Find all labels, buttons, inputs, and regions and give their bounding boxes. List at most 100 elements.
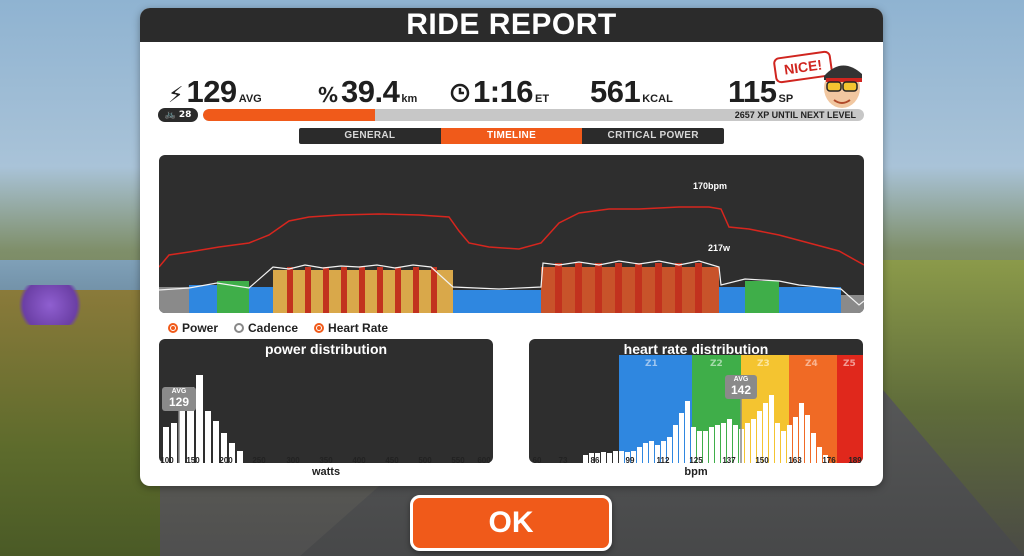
report-tabs: GENERAL TIMELINE CRITICAL POWER — [299, 128, 724, 144]
power-segment — [249, 287, 273, 313]
power-segment — [841, 295, 864, 313]
power-segment — [779, 287, 841, 313]
level-number: 28 — [178, 110, 192, 120]
power-x-axis-title: watts — [311, 466, 341, 478]
power-tick: 350 — [319, 456, 333, 465]
power-tick: 550 — [451, 456, 465, 465]
legend-cadence-label: Cadence — [248, 321, 299, 335]
background-field-left — [0, 290, 160, 556]
heart-rate-distribution-chart: heart rate distribution Z1 Z2 Z3 Z4 Z5 A… — [529, 339, 863, 463]
power-segment — [189, 285, 217, 313]
elapsed-time-value: 1:16 — [473, 74, 534, 109]
legend-cadence[interactable]: Cadence — [234, 321, 298, 335]
hr-distribution-title: heart rate distribution — [623, 341, 769, 357]
power-tick: 300 — [286, 456, 300, 465]
zone-label-z3: Z3 — [757, 359, 770, 369]
avg-power-value: 129 — [186, 74, 237, 109]
hr-tick: 137 — [722, 456, 736, 465]
timeline-chart: 170bpm 217w — [159, 155, 864, 313]
legend-power-label: Power — [182, 321, 219, 335]
power-tick: 400 — [352, 456, 366, 465]
hr-tick: 125 — [689, 456, 703, 465]
bike-icon: 🚲 — [164, 110, 176, 120]
cadence-line — [159, 260, 864, 306]
power-avg-label: AVG — [171, 388, 187, 395]
power-avg-badge — [162, 387, 196, 411]
xp-until-next-level: 2657 XP UNTIL NEXT LEVEL — [734, 110, 856, 120]
heart-rate-toggle-icon — [314, 323, 325, 333]
level-progress-row: 🚲 28 2657 XP UNTIL NEXT LEVEL — [158, 108, 864, 122]
calories-unit: KCAL — [642, 93, 673, 105]
distance-stat: % 39.4 km — [318, 74, 417, 110]
power-interval-spikes — [287, 263, 702, 313]
sport-points-unit: SP — [778, 93, 794, 105]
power-tick: 500 — [418, 456, 432, 465]
hr-tick: 60 — [532, 456, 542, 465]
power-segment — [541, 267, 719, 313]
hr-tick: 176 — [822, 456, 836, 465]
hr-tick: 163 — [788, 456, 802, 465]
tab-timeline[interactable]: TIMELINE — [440, 128, 583, 144]
zone-label-z2: Z2 — [710, 359, 723, 369]
power-tick: 100 — [160, 456, 174, 465]
zone-label-z1: Z1 — [645, 359, 658, 369]
zone-5-band — [837, 355, 863, 463]
timeline-svg — [159, 206, 864, 313]
hr-tick: 73 — [558, 456, 568, 465]
power-tick: 150 — [186, 456, 200, 465]
power-segment — [217, 281, 249, 313]
hr-tick: 86 — [590, 456, 600, 465]
hr-avg-value: 142 — [730, 383, 752, 397]
xp-progress-fill — [203, 109, 375, 121]
power-tick: 600 — [477, 456, 491, 465]
hr-x-axis-title: bpm — [684, 466, 708, 478]
power-tick: 250 — [252, 456, 266, 465]
background-flowers — [10, 285, 90, 325]
distance-value: 39.4 — [341, 74, 400, 109]
elapsed-time-stat: 1:16 ET — [450, 74, 549, 110]
power-distribution-svg — [162, 375, 243, 463]
tab-general[interactable]: GENERAL — [344, 130, 396, 141]
distance-icon: % — [318, 83, 339, 107]
power-segment — [159, 287, 189, 313]
hr-tick: 189 — [848, 456, 862, 465]
cadence-toggle-icon — [234, 323, 245, 333]
avatar — [824, 65, 862, 108]
power-x-axis: 100 150 200 250 300 350 400 450 500 550 … — [140, 456, 500, 468]
power-peak-label: 217w — [708, 243, 731, 253]
elapsed-time-unit: ET — [535, 93, 550, 105]
distance-unit: km — [401, 93, 418, 105]
timeline-legend: Power Cadence Heart Rate — [168, 320, 388, 336]
panel-title: RIDE REPORT — [140, 8, 883, 42]
sport-points-stat: 115 SP — [728, 74, 793, 110]
clock-icon — [450, 82, 470, 108]
sport-points-value: 115 — [728, 74, 777, 109]
power-segment — [453, 290, 541, 313]
level-badge: 🚲 28 — [158, 108, 198, 122]
ride-report-panel: RIDE REPORT ⚡ 129 AVG % 39.4 km 1:16 ET … — [140, 8, 883, 486]
power-segment — [745, 281, 779, 313]
power-toggle-icon — [168, 323, 178, 333]
hr-tick: 112 — [656, 456, 670, 465]
calories-value: 561 — [590, 74, 641, 109]
legend-heart-rate-label: Heart Rate — [328, 321, 389, 335]
lightning-icon: ⚡ — [168, 83, 184, 108]
ok-button[interactable]: OK — [410, 495, 612, 551]
hr-avg-label: AVG — [733, 376, 749, 383]
hr-avg-badge — [725, 375, 757, 399]
heart-rate-line — [159, 206, 864, 268]
avg-power-stat: ⚡ 129 AVG — [168, 74, 262, 110]
power-histogram-bars — [163, 375, 243, 463]
power-avg-value: 129 — [168, 395, 190, 409]
stats-row: ⚡ 129 AVG % 39.4 km 1:16 ET 561 KCAL 115… — [140, 74, 883, 114]
hr-x-axis: 60 73 86 99 112 125 137 150 163 176 189 — [529, 456, 869, 468]
power-tick: 200 — [219, 456, 233, 465]
xp-progress-bar: 2657 XP UNTIL NEXT LEVEL — [203, 109, 864, 121]
legend-heart-rate[interactable]: Heart Rate — [314, 321, 388, 335]
power-distribution-title: power distribution — [264, 341, 388, 357]
avg-power-unit: AVG — [238, 93, 262, 105]
tab-critical-power[interactable]: CRITICAL POWER — [607, 130, 699, 141]
hr-tick: 150 — [755, 456, 769, 465]
zone-label-z5: Z5 — [843, 359, 856, 369]
legend-power[interactable]: Power — [168, 321, 218, 335]
